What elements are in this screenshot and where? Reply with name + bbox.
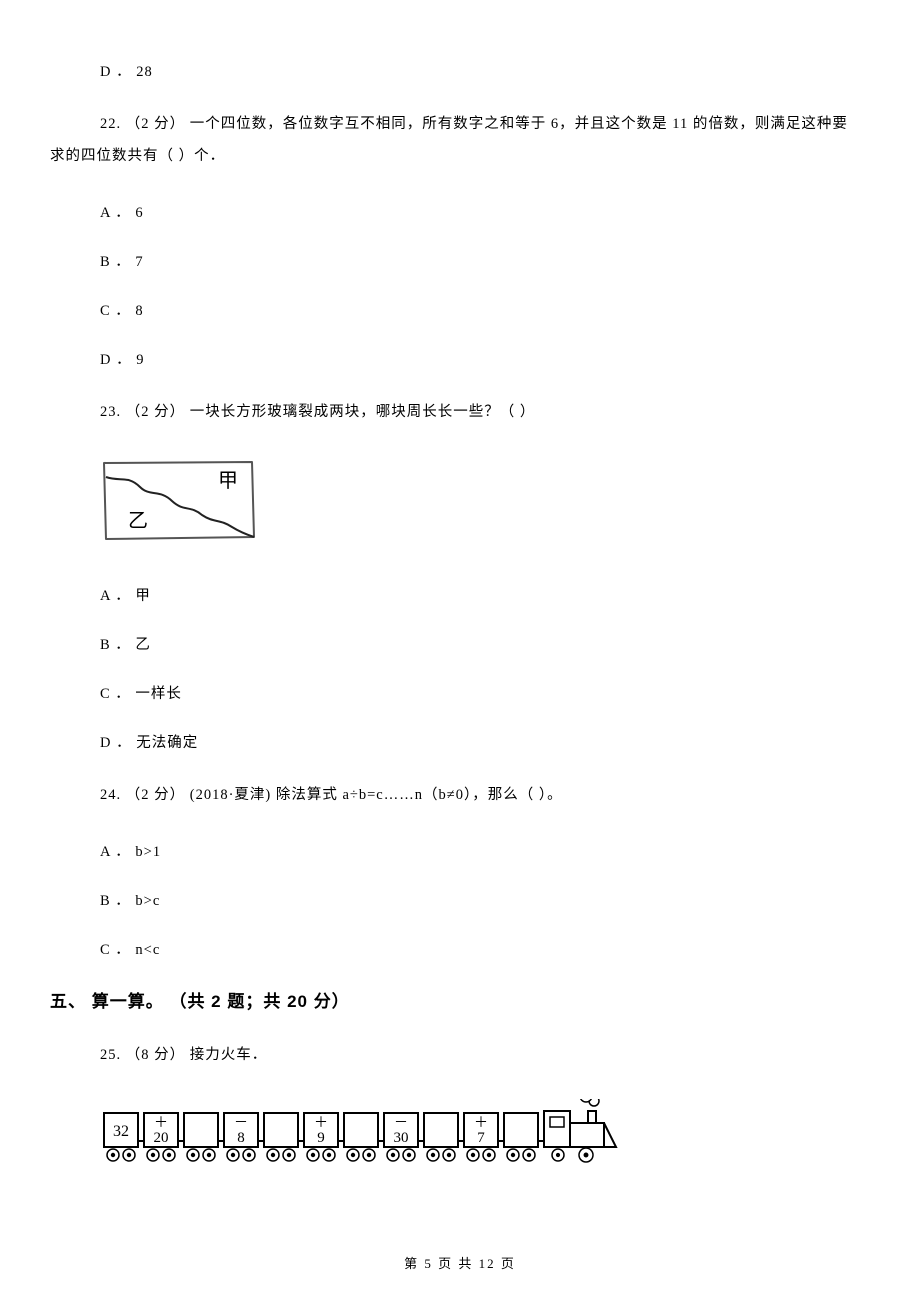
q23-stem: 23. （2 分） 一块长方形玻璃裂成两块，哪块周长长一些？（ ） — [100, 397, 870, 429]
svg-text:7: 7 — [477, 1130, 485, 1146]
q23-option-b: B ． 乙 — [100, 633, 870, 654]
q24-option-b: B ． b>c — [100, 889, 870, 910]
q25-stem: 25. （8 分） 接力火车． — [100, 1040, 870, 1072]
q25-train: 32＋20－8＋9－30＋7 — [100, 1099, 870, 1174]
page-footer: 第 5 页 共 12 页 — [0, 1253, 920, 1272]
q23-option-a: A ． 甲 — [100, 584, 870, 605]
q22-option-d: D ． 9 — [100, 348, 870, 369]
section5-heading: 五、 算一算。 （共 2 题；共 20 分） — [50, 987, 870, 1012]
svg-text:8: 8 — [237, 1130, 245, 1146]
q22-stem-line1: 22. （2 分） 一个四位数，各位数字互不相同，所有数字之和等于 6，并且这个… — [100, 109, 850, 141]
q23-figure: 甲 乙 — [100, 457, 870, 552]
q24-stem: 24. （2 分） (2018·夏津) 除法算式 a÷b=c……n（b≠0），那… — [100, 780, 870, 812]
q21-option-d: D ． 28 — [100, 60, 870, 81]
svg-text:＋: ＋ — [474, 1116, 488, 1131]
q24-option-a: A ． b>1 — [100, 840, 870, 861]
q22-option-c: C ． 8 — [100, 299, 870, 320]
q22-option-b: B ． 7 — [100, 250, 870, 271]
svg-text:30: 30 — [394, 1130, 409, 1146]
svg-text:9: 9 — [317, 1130, 325, 1146]
svg-text:＋: ＋ — [314, 1116, 328, 1131]
q23-option-d: D ． 无法确定 — [100, 731, 870, 752]
q24-option-c: C ． n<c — [100, 938, 870, 959]
svg-text:20: 20 — [154, 1130, 169, 1146]
svg-text:32: 32 — [113, 1123, 129, 1140]
svg-text:－: － — [234, 1116, 248, 1131]
q23-label-jia: 甲 — [218, 470, 238, 492]
q23-option-c: C ． 一样长 — [100, 682, 870, 703]
q23-label-yi: 乙 — [128, 510, 148, 532]
q22-stem-line2: 求的四位数共有（ ）个． — [50, 141, 850, 173]
svg-text:－: － — [394, 1116, 408, 1131]
q22-option-a: A ． 6 — [100, 201, 870, 222]
svg-text:＋: ＋ — [154, 1116, 168, 1131]
